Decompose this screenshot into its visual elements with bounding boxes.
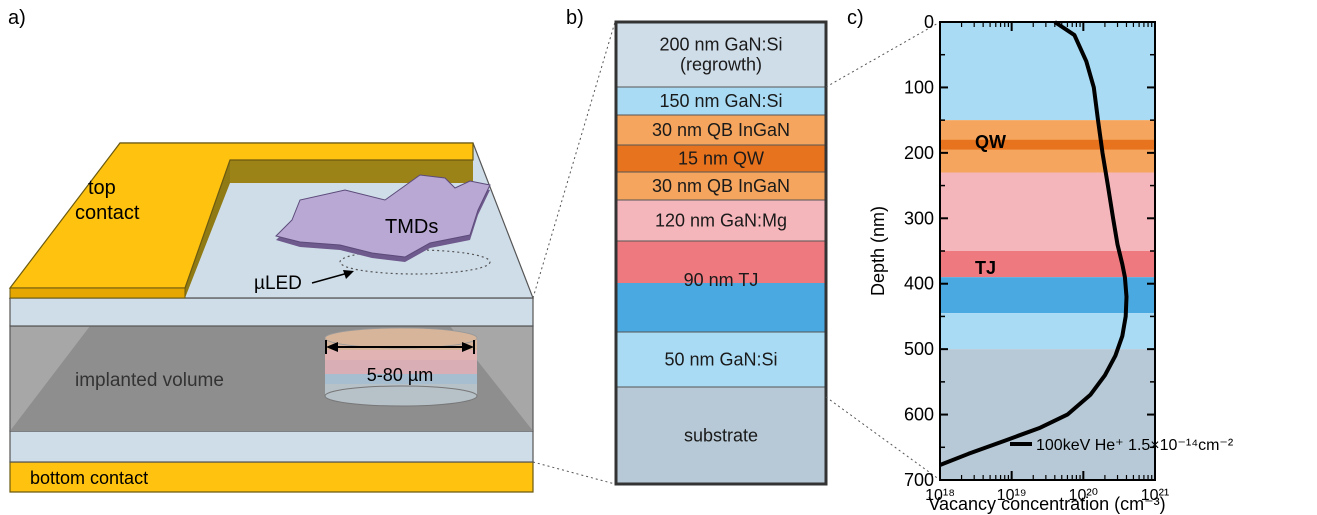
uled-outline bbox=[339, 249, 491, 275]
connector-ab-bottom bbox=[532, 461, 616, 485]
panel-b-label: b) bbox=[566, 7, 584, 29]
uled-arrow bbox=[311, 272, 349, 284]
depth-band-3 bbox=[940, 172, 1155, 251]
x-axis-label: Vacancy concentration (cm⁻³) bbox=[928, 494, 1165, 514]
layer-label: 150 nm GaN:Si bbox=[659, 91, 782, 111]
y-tick-label: 400 bbox=[904, 274, 934, 294]
layer-label: 30 nm QB InGaN bbox=[652, 120, 790, 140]
layer-fill bbox=[616, 332, 826, 387]
qw-band-label: QW bbox=[975, 132, 1006, 152]
layer-6: 90 nm TJ bbox=[616, 240, 826, 332]
layer-fill bbox=[616, 200, 826, 241]
y-tick-label: 700 bbox=[904, 470, 934, 490]
panel-c: c) QW TJ 100keV He⁺ 1.5×10⁻¹⁴cm⁻² 0 100 20… bbox=[847, 7, 1234, 514]
depth-band-0 bbox=[940, 22, 1155, 121]
panel-a: a) bottom contact 5-80 µm im bbox=[8, 7, 534, 493]
layer-fill bbox=[616, 115, 826, 145]
layer-fill bbox=[616, 172, 826, 200]
layer-fill-bottom bbox=[616, 283, 826, 332]
layer-2: 30 nm QB InGaN bbox=[616, 114, 826, 145]
layer-label: 30 nm QB InGaN bbox=[652, 176, 790, 196]
chart-legend: 100keV He⁺ 1.5×10⁻¹⁴cm⁻² bbox=[1010, 437, 1234, 454]
depth-band-2 bbox=[940, 139, 1155, 150]
uled-label: µLED bbox=[254, 273, 302, 294]
layer-7: 50 nm GaN:Si bbox=[616, 331, 826, 387]
layer-0: 200 nm GaN:Si(regrowth) bbox=[616, 22, 826, 87]
depth-band-7 bbox=[940, 349, 1155, 480]
layer-fill bbox=[616, 22, 826, 87]
x-tick-label: 10¹⁸ bbox=[925, 487, 955, 504]
layer-label: 15 nm QW bbox=[678, 149, 764, 169]
y-tick-label: 500 bbox=[904, 339, 934, 359]
x-tick-label: 10²⁰ bbox=[1069, 487, 1099, 504]
x-tick-label: 10²¹ bbox=[1141, 487, 1169, 504]
layer-label: 50 nm GaN:Si bbox=[664, 350, 777, 370]
connector-bc-top bbox=[825, 21, 941, 88]
layer-fill bbox=[616, 145, 826, 172]
panel-c-label: c) bbox=[847, 7, 864, 29]
vacancy-curve bbox=[939, 20, 1129, 467]
implanted-volume-label: implanted volume bbox=[75, 370, 224, 391]
diameter-label: 5-80 µm bbox=[367, 365, 433, 385]
layer-3: 15 nm QW bbox=[616, 144, 826, 172]
connector-bc-bottom bbox=[825, 396, 941, 481]
top-contact-label-line1: top bbox=[88, 177, 116, 199]
top-contact-label-line2: contact bbox=[75, 202, 140, 224]
tmds-label: TMDs bbox=[385, 216, 438, 238]
panel-b: b) 200 nm GaN:Si(regrowth) 150 nm GaN:Si 3… bbox=[566, 7, 828, 486]
bottom-contact-label: bottom contact bbox=[30, 468, 148, 488]
x-tick-label: 10¹⁹ bbox=[997, 487, 1027, 504]
layer-5: 120 nm GaN:Mg bbox=[616, 199, 826, 241]
connector-ab-top bbox=[532, 21, 616, 299]
y-tick-label: 100 bbox=[904, 77, 934, 97]
lower-gan-layer bbox=[9, 430, 534, 463]
layer-label: 200 nm GaN:Si bbox=[659, 35, 782, 55]
upper-gan-layer bbox=[9, 297, 534, 327]
stack-border bbox=[614, 20, 828, 486]
layer-fill bbox=[616, 87, 826, 115]
uled-arrowhead bbox=[343, 270, 354, 279]
layer-8: substrate bbox=[616, 386, 826, 484]
tj-band-label: TJ bbox=[975, 258, 996, 278]
tmd-flake bbox=[275, 174, 491, 262]
y-tick-label: 600 bbox=[904, 405, 934, 425]
y-tick-label: 200 bbox=[904, 143, 934, 163]
top-contact bbox=[8, 142, 474, 299]
depth-band-5 bbox=[940, 277, 1155, 314]
diameter-arrow bbox=[325, 340, 475, 354]
plot-frame bbox=[939, 21, 1156, 481]
layer-fill bbox=[616, 387, 826, 484]
layer-label: 90 nm TJ bbox=[684, 270, 759, 290]
panel-a-label: a) bbox=[8, 7, 26, 29]
layer-label: substrate bbox=[684, 426, 758, 446]
layer-fill-top bbox=[616, 241, 826, 283]
legend-label: 100keV He⁺ 1.5×10⁻¹⁴cm⁻² bbox=[1036, 437, 1234, 454]
layer-stack: 200 nm GaN:Si(regrowth) 150 nm GaN:Si 30 n… bbox=[616, 22, 826, 484]
layer-1: 150 nm GaN:Si bbox=[616, 86, 826, 115]
layer-4: 30 nm QB InGaN bbox=[616, 171, 826, 200]
depth-bands bbox=[940, 22, 1155, 480]
layer-label: 120 nm GaN:Mg bbox=[655, 211, 787, 231]
y-axis-label: Depth (nm) bbox=[868, 206, 888, 296]
y-tick-label: 300 bbox=[904, 208, 934, 228]
y-tick-label: 0 bbox=[924, 12, 934, 32]
layer-label: (regrowth) bbox=[680, 55, 762, 75]
